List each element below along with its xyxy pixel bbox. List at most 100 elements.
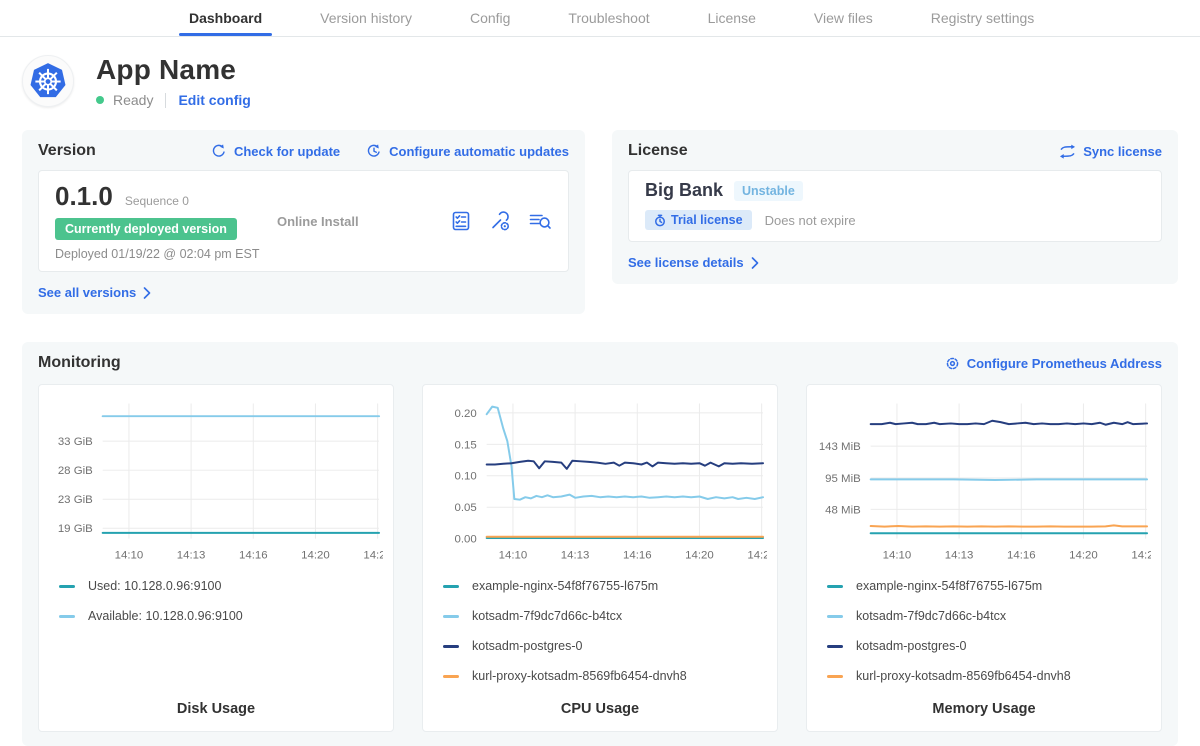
legend-label: kotsadm-7f9dc7d66c-b4tcx [472,609,622,623]
check-for-update-link[interactable]: Check for update [211,143,340,159]
svg-text:14:10: 14:10 [883,550,912,562]
status-badge: Ready [113,92,153,108]
legend-swatch-icon [443,675,459,678]
license-type-badge: Trial license [645,210,752,230]
legend-label: kotsadm-postgres-0 [856,639,966,653]
gear-icon [945,356,960,371]
preflight-checklist-icon[interactable] [450,210,472,232]
configure-prometheus-link[interactable]: Configure Prometheus Address [945,356,1162,371]
svg-text:14:10: 14:10 [499,550,528,562]
version-card-title: Version [38,142,96,160]
cpu-usage-chart: 0.200.150.100.050.0014:1014:1314:1614:20… [433,395,767,567]
current-version-panel: 0.1.0 Sequence 0 Currently deployed vers… [38,170,569,272]
memory-usage-chart-card: 143 MiB95 MiB48 MiB14:1014:1314:1614:201… [806,384,1162,732]
view-logs-icon[interactable] [528,210,552,232]
svg-text:95 MiB: 95 MiB [825,473,861,485]
app-header: App Name Ready Edit config [0,37,1200,118]
svg-text:14:16: 14:16 [1007,550,1036,562]
svg-text:14:20: 14:20 [301,550,330,562]
cpu-usage-chart-card: 0.200.150.100.050.0014:1014:1314:1614:20… [422,384,778,732]
svg-text:14:16: 14:16 [239,550,268,562]
svg-text:14:10: 14:10 [115,550,144,562]
legend-swatch-icon [443,585,459,588]
svg-text:0.15: 0.15 [455,439,477,451]
legend-swatch-icon [827,615,843,618]
chart-title: Disk Usage [49,691,383,717]
monitoring-title: Monitoring [38,354,121,372]
install-type-label: Online Install [277,214,359,229]
license-expiry: Does not expire [765,213,856,228]
channel-badge: Unstable [734,181,803,201]
legend-item: kotsadm-7f9dc7d66c-b4tcx [443,601,757,631]
tab-troubleshoot[interactable]: Troubleshoot [564,0,653,36]
kubernetes-icon [28,61,68,101]
svg-text:14:13: 14:13 [177,550,206,562]
legend-label: Used: 10.128.0.96:9100 [88,579,221,593]
legend-swatch-icon [443,645,459,648]
monitoring-card: Monitoring Configure Prometheus Address … [22,342,1178,746]
svg-text:14:16: 14:16 [623,550,652,562]
stopwatch-icon [654,214,666,227]
svg-text:0.05: 0.05 [455,502,477,514]
legend-swatch-icon [827,675,843,678]
tab-dashboard[interactable]: Dashboard [185,0,266,36]
svg-text:28 GiB: 28 GiB [58,465,93,477]
legend-label: kotsadm-postgres-0 [472,639,582,653]
sync-license-link[interactable]: Sync license [1059,144,1162,159]
legend-item: kotsadm-postgres-0 [443,631,757,661]
tab-registry-settings[interactable]: Registry settings [927,0,1038,36]
svg-text:19 GiB: 19 GiB [58,523,93,535]
chart-title: Memory Usage [817,691,1151,717]
see-all-versions-link[interactable]: See all versions [38,285,151,300]
legend-label: Available: 10.128.0.96:9100 [88,609,243,623]
legend-item: kotsadm-postgres-0 [827,631,1141,661]
deployed-timestamp: Deployed 01/19/22 @ 02:04 pm EST [55,247,277,261]
cpu-usage-legend: example-nginx-54f8f76755-l675m kotsadm-7f… [433,571,767,691]
svg-text:23 GiB: 23 GiB [58,494,93,506]
tab-view-files[interactable]: View files [810,0,877,36]
deployed-badge: Currently deployed version [55,218,237,240]
legend-item: kurl-proxy-kotsadm-8569fb6454-dnvh8 [827,661,1141,691]
license-panel: Big Bank Unstable Trial license Does not… [628,170,1162,242]
tab-license[interactable]: License [704,0,760,36]
page-title: App Name [96,54,251,86]
config-wrench-gear-icon[interactable] [489,210,511,232]
legend-swatch-icon [827,645,843,648]
chevron-right-icon [751,257,759,269]
license-card: License Sync license Big Bank Unstable [612,130,1178,284]
tab-config[interactable]: Config [466,0,514,36]
svg-text:14:23: 14:23 [363,550,383,562]
memory-usage-legend: example-nginx-54f8f76755-l675mkotsadm-7f… [817,571,1151,691]
legend-swatch-icon [827,585,843,588]
status-dot-icon [96,96,104,104]
disk-usage-legend: Used: 10.128.0.96:9100 Available: 10.128.… [49,571,383,631]
svg-text:0.20: 0.20 [455,408,477,420]
legend-swatch-icon [443,615,459,618]
legend-swatch-icon [59,585,75,588]
edit-config-link[interactable]: Edit config [178,92,250,108]
legend-swatch-icon [59,615,75,618]
configure-automatic-updates-link[interactable]: Configure automatic updates [366,143,569,159]
customer-name: Big Bank [645,180,723,201]
legend-label: example-nginx-54f8f76755-l675m [856,579,1042,593]
svg-text:14:20: 14:20 [685,550,714,562]
tab-version-history[interactable]: Version history [316,0,416,36]
legend-item: kurl-proxy-kotsadm-8569fb6454-dnvh8 [443,661,757,691]
svg-text:14:20: 14:20 [1069,550,1098,562]
svg-text:143 MiB: 143 MiB [819,441,861,453]
chart-title: CPU Usage [433,691,767,717]
sequence-label: Sequence 0 [125,194,189,208]
memory-usage-chart: 143 MiB95 MiB48 MiB14:1014:1314:1614:201… [817,395,1151,567]
see-license-details-link[interactable]: See license details [628,255,759,270]
svg-text:14:13: 14:13 [561,550,590,562]
svg-text:33 GiB: 33 GiB [58,436,93,448]
clock-refresh-icon [366,143,382,159]
legend-item: example-nginx-54f8f76755-l675m [827,571,1141,601]
refresh-icon [211,143,227,159]
legend-item: example-nginx-54f8f76755-l675m [443,571,757,601]
legend-item: Available: 10.128.0.96:9100 [59,601,373,631]
app-logo [22,55,74,107]
version-card: Version Check for update Configure au [22,130,585,314]
sync-arrows-icon [1059,144,1076,159]
legend-label: kurl-proxy-kotsadm-8569fb6454-dnvh8 [472,669,687,683]
